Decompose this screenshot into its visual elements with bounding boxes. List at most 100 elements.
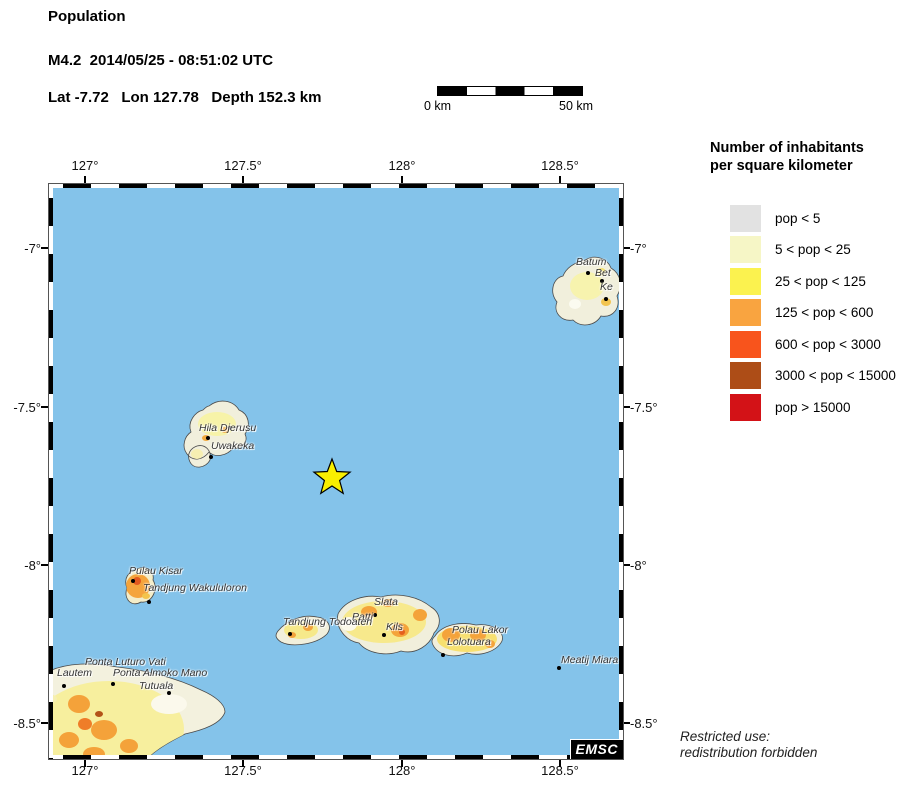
town-dot <box>586 271 590 275</box>
map-frame-left <box>49 184 53 759</box>
tick <box>623 406 630 408</box>
legend-item: 125 < pop < 600 <box>730 299 896 327</box>
tick <box>242 760 244 767</box>
lat-label-left-8-5: -8.5° <box>13 716 41 731</box>
map-frame-bottom <box>49 755 623 759</box>
place-label-lolotuara: Lolotuara <box>447 636 491 648</box>
tick <box>41 247 48 249</box>
scale-end-label: 50 km <box>559 99 594 113</box>
place-label-kils: Kils <box>386 621 403 633</box>
legend-item: 3000 < pop < 15000 <box>730 362 896 390</box>
lat-label-left-7: -7° <box>24 241 41 256</box>
lon-label-bot-128-5: 128.5° <box>541 763 579 778</box>
lat-label-right-7-5: -7.5° <box>630 400 658 415</box>
town-dot <box>600 279 604 283</box>
legend-label: 125 < pop < 600 <box>775 305 874 320</box>
tick <box>401 760 403 767</box>
tick <box>623 722 630 724</box>
tick <box>41 722 48 724</box>
emsc-logo: EMSC <box>569 739 623 759</box>
tick <box>623 564 630 566</box>
legend-title-line1: Number of inhabitants <box>710 140 864 156</box>
lon-label-top-127-5: 127.5° <box>224 158 262 173</box>
lon-label-top-127: 127° <box>71 158 99 173</box>
restricted-line2: redistribution forbidden <box>680 745 818 760</box>
town-dot <box>228 426 232 430</box>
town-dot <box>62 684 66 688</box>
restricted-use-note: Restricted use: redistribution forbidden <box>680 729 817 761</box>
town-dot <box>111 682 115 686</box>
legend-swatch <box>730 362 761 389</box>
tick <box>559 176 561 183</box>
lat-label-left-7-5: -7.5° <box>13 400 41 415</box>
legend-label: pop < 5 <box>775 210 821 226</box>
tick <box>41 406 48 408</box>
event-summary: M4.2 2014/05/25 - 08:51:02 UTC <box>48 52 274 69</box>
lat-label-left-8: -8° <box>24 558 41 573</box>
town-dot <box>288 632 292 636</box>
town-dot <box>441 653 445 657</box>
legend-label: 600 < pop < 3000 <box>775 336 881 352</box>
place-label-lautem: Lautem <box>57 667 93 679</box>
scale-start-label: 0 km <box>424 99 452 113</box>
town-dot <box>209 455 213 459</box>
place-label-bet: Bet <box>595 267 611 279</box>
map-frame-right <box>619 184 623 759</box>
tick <box>623 247 630 249</box>
lon-label-top-128-5: 128.5° <box>541 158 579 173</box>
lon-label-bot-127-5: 127.5° <box>224 763 262 778</box>
legend-label: pop > 15000 <box>775 399 851 415</box>
legend-item: 600 < pop < 3000 <box>730 330 896 358</box>
place-label-patti: Patti <box>352 611 374 623</box>
legend-swatch <box>730 393 761 421</box>
population-map[interactable]: Batum Bet Ke Hila Djerusu Uwakeka Pulau … <box>48 183 624 760</box>
tick <box>41 564 48 566</box>
place-label-batum: Batum <box>576 256 607 268</box>
legend-swatch <box>730 299 761 326</box>
place-label-polau-lakor: Polau Lakor <box>452 624 509 636</box>
legend-item: 25 < pop < 125 <box>730 267 896 295</box>
legend-swatch <box>730 204 761 232</box>
page-title: Population <box>48 8 126 25</box>
place-label-ponta-luturo-vati: Ponta Luturo Vati <box>85 656 166 668</box>
town-dot <box>167 691 171 695</box>
legend-swatch <box>730 236 761 263</box>
scale-bar <box>437 86 583 96</box>
legend: pop < 5 5 < pop < 25 25 < pop < 125 125 … <box>730 204 896 425</box>
legend-swatch <box>730 330 761 358</box>
town-dot <box>604 297 608 301</box>
town-dot <box>131 579 135 583</box>
legend-title-line2: per square kilometer <box>710 158 853 174</box>
legend-item: pop > 15000 <box>730 393 896 421</box>
town-dot <box>382 633 386 637</box>
lon-label-bot-128: 128° <box>388 763 416 778</box>
place-label-tandjung-wakululoron: Tandjung Wakululoron <box>143 582 247 594</box>
legend-label: 5 < pop < 25 <box>775 242 851 257</box>
tick <box>84 176 86 183</box>
place-label-tandjung-todoateh: Tandjung Todoateh <box>283 616 373 628</box>
legend-swatch <box>730 267 761 295</box>
place-label-pulau-kisar: Pulau Kisar <box>129 565 183 577</box>
lon-label-bot-127: 127° <box>71 763 99 778</box>
tick <box>84 760 86 767</box>
legend-title: Number of inhabitants per square kilomet… <box>710 139 864 175</box>
epicenter-star[interactable] <box>312 457 352 495</box>
islands-layer <box>49 256 621 759</box>
lat-label-right-8-5: -8.5° <box>630 716 658 731</box>
town-dot <box>147 600 151 604</box>
place-label-tutuala: Tutuala <box>139 680 174 692</box>
tick <box>559 760 561 767</box>
place-label-uwakeka: Uwakeka <box>211 440 255 452</box>
place-label-slata: Slata <box>374 596 398 608</box>
lat-label-right-7: -7° <box>630 241 647 256</box>
legend-item: 5 < pop < 25 <box>730 236 896 264</box>
town-dot <box>373 613 377 617</box>
legend-label: 25 < pop < 125 <box>775 273 866 289</box>
restricted-line1: Restricted use: <box>680 729 771 744</box>
town-dot <box>557 666 561 670</box>
place-label-hila-djerusu: Hila Djerusu <box>199 422 257 434</box>
place-label-meatij-miara: Meatij Miara <box>561 654 619 666</box>
place-label-ponta-almoko-mano: Ponta Almoko Mano <box>113 667 208 679</box>
event-coords: Lat -7.72 Lon 127.78 Depth 152.3 km <box>48 89 322 106</box>
